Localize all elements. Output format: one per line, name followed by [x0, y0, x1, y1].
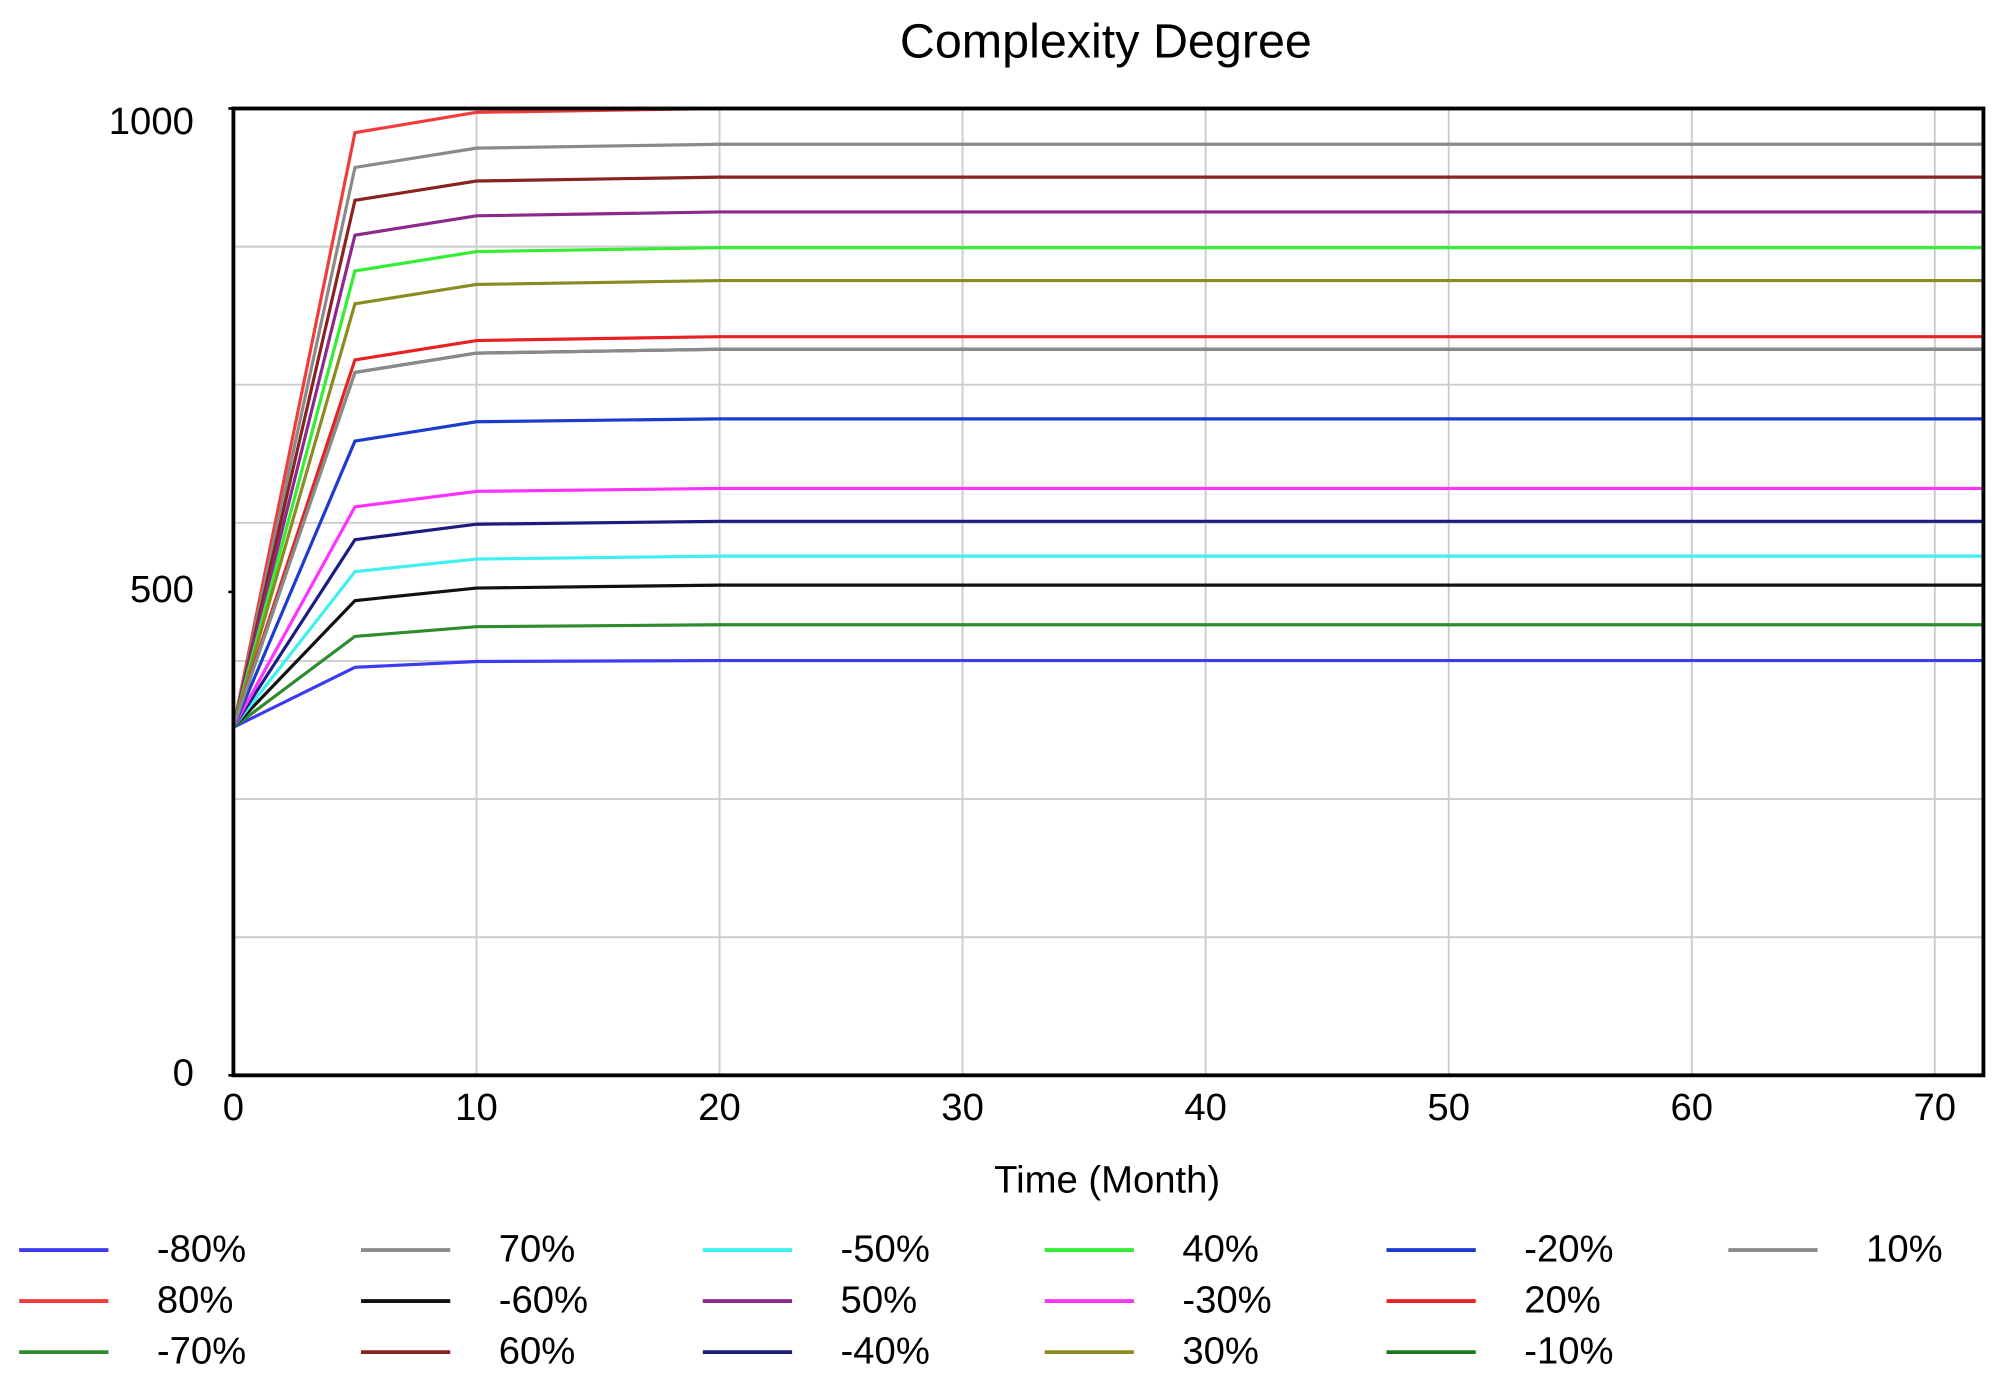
x-tick-label: 50 [1427, 1086, 1470, 1129]
series-line [231, 278, 1984, 728]
legend-label: 20% [1524, 1278, 1601, 1321]
y-tick-label: 1000 [109, 100, 194, 143]
legend-label: 40% [1182, 1227, 1259, 1270]
x-tick-label: 30 [941, 1086, 984, 1129]
legend-label: -10% [1524, 1329, 1613, 1372]
series-line [231, 210, 1984, 728]
legend-label: 80% [157, 1278, 234, 1321]
series-line [231, 175, 1984, 728]
series-line [232, 583, 1984, 729]
legend-label: 70% [499, 1227, 576, 1270]
series-line [231, 417, 1984, 728]
series-line [232, 519, 1984, 729]
legend-label: -30% [1182, 1278, 1271, 1321]
chart-title: Complexity Degree [900, 15, 1312, 69]
legend-label: 30% [1182, 1329, 1259, 1372]
series-line [231, 335, 1984, 728]
x-axis-label: Time (Month) [994, 1159, 1220, 1202]
series-line [231, 142, 1984, 728]
series-line [232, 554, 1984, 729]
legend-label: 10% [1866, 1227, 1943, 1270]
legend-label: -20% [1524, 1227, 1613, 1270]
plot-frame [231, 106, 1986, 1078]
legend-label: -80% [157, 1227, 246, 1270]
x-tick-label: 70 [1914, 1086, 1957, 1129]
series-line [232, 623, 1984, 729]
legend-label: 50% [841, 1278, 918, 1321]
x-tick-label: 60 [1670, 1086, 1713, 1129]
legend-label: -70% [157, 1329, 246, 1372]
series-line [232, 658, 1984, 729]
x-tick-label: 10 [455, 1086, 498, 1129]
legend-label: 60% [499, 1329, 576, 1372]
legend-label: -50% [841, 1227, 930, 1270]
series-line [231, 246, 1984, 728]
legend-label: -40% [841, 1329, 930, 1372]
x-tick-label: 40 [1184, 1086, 1227, 1129]
series-line [231, 347, 1984, 728]
y-tick-label: 500 [130, 568, 194, 611]
x-tick-label: 0 [223, 1086, 244, 1129]
legend-label: -60% [499, 1278, 588, 1321]
series-line [231, 347, 1984, 728]
x-tick-label: 20 [698, 1086, 741, 1129]
series-line [232, 486, 1984, 729]
y-tick-label: 0 [173, 1051, 194, 1094]
